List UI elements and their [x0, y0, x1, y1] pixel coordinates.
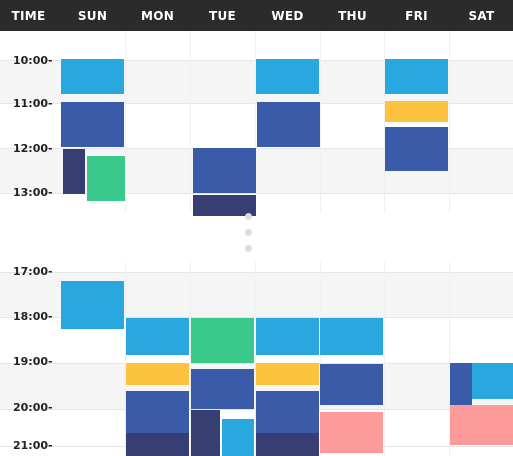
event-block-sun[interactable]	[87, 156, 125, 201]
day-separator	[255, 31, 256, 213]
day-separator	[384, 31, 385, 213]
event-block-tue[interactable]	[191, 410, 220, 456]
day-separator	[125, 31, 126, 213]
time-label-10: 10:00-	[13, 54, 53, 67]
event-block-tue[interactable]	[191, 369, 254, 409]
day-separator	[320, 262, 321, 456]
event-block-mon[interactable]	[126, 318, 189, 355]
time-label-12: 12:00-	[13, 142, 53, 155]
grid-line	[0, 272, 513, 273]
event-block-tue[interactable]	[193, 148, 256, 193]
header-day-tue[interactable]: TUE	[191, 0, 254, 31]
event-block-fri[interactable]	[385, 59, 448, 94]
event-block-tue[interactable]	[191, 318, 254, 363]
time-label-13: 13:00-	[13, 186, 53, 199]
day-separator	[255, 262, 256, 456]
event-block-wed[interactable]	[256, 433, 319, 456]
time-label-11: 11:00-	[13, 97, 53, 110]
event-block-wed[interactable]	[256, 391, 319, 433]
grid-line	[0, 148, 513, 149]
time-label-21: 21:00-	[13, 439, 53, 452]
header-day-sat[interactable]: SAT	[450, 0, 513, 31]
collapsed-hours-dot	[245, 213, 252, 220]
day-separator	[384, 262, 385, 456]
collapsed-hours-dot	[245, 245, 252, 252]
grid-line	[0, 103, 513, 104]
event-block-sat[interactable]	[450, 363, 472, 408]
event-block-wed[interactable]	[256, 363, 319, 385]
event-block-tue[interactable]	[193, 195, 256, 216]
day-separator	[190, 31, 191, 213]
time-label-17: 17:00-	[13, 265, 53, 278]
event-block-sun[interactable]	[61, 102, 124, 147]
event-block-sun[interactable]	[61, 281, 124, 329]
event-block-tue[interactable]	[222, 419, 254, 456]
header-day-sun[interactable]: SUN	[61, 0, 124, 31]
event-block-mon[interactable]	[126, 433, 189, 456]
day-separator	[125, 262, 126, 456]
event-block-wed[interactable]	[257, 102, 320, 147]
header-day-thu[interactable]: THU	[321, 0, 384, 31]
event-block-fri[interactable]	[385, 101, 448, 122]
time-label-19: 19:00-	[13, 355, 53, 368]
header-time: TIME	[0, 0, 57, 31]
event-block-mon[interactable]	[126, 363, 189, 385]
event-block-sun[interactable]	[61, 59, 124, 94]
grid-line	[0, 317, 513, 318]
header-day-fri[interactable]: FRI	[385, 0, 448, 31]
day-separator	[190, 262, 191, 456]
day-separator	[449, 262, 450, 456]
event-block-thu[interactable]	[320, 412, 383, 453]
header-day-wed[interactable]: WED	[256, 0, 319, 31]
event-block-sun[interactable]	[63, 149, 85, 194]
event-block-wed[interactable]	[256, 318, 319, 355]
grid-line	[0, 193, 513, 194]
event-block-sat[interactable]	[472, 363, 513, 399]
time-label-18: 18:00-	[13, 310, 53, 323]
event-block-sat[interactable]	[450, 405, 513, 445]
event-block-mon[interactable]	[126, 391, 189, 433]
time-label-20: 20:00-	[13, 401, 53, 414]
day-separator	[320, 31, 321, 213]
event-block-thu[interactable]	[320, 318, 383, 355]
event-block-thu[interactable]	[320, 364, 383, 405]
header-day-mon[interactable]: MON	[126, 0, 189, 31]
event-block-wed[interactable]	[256, 59, 319, 94]
event-block-fri[interactable]	[385, 127, 448, 171]
collapsed-hours-dot	[245, 229, 252, 236]
day-separator	[449, 31, 450, 213]
